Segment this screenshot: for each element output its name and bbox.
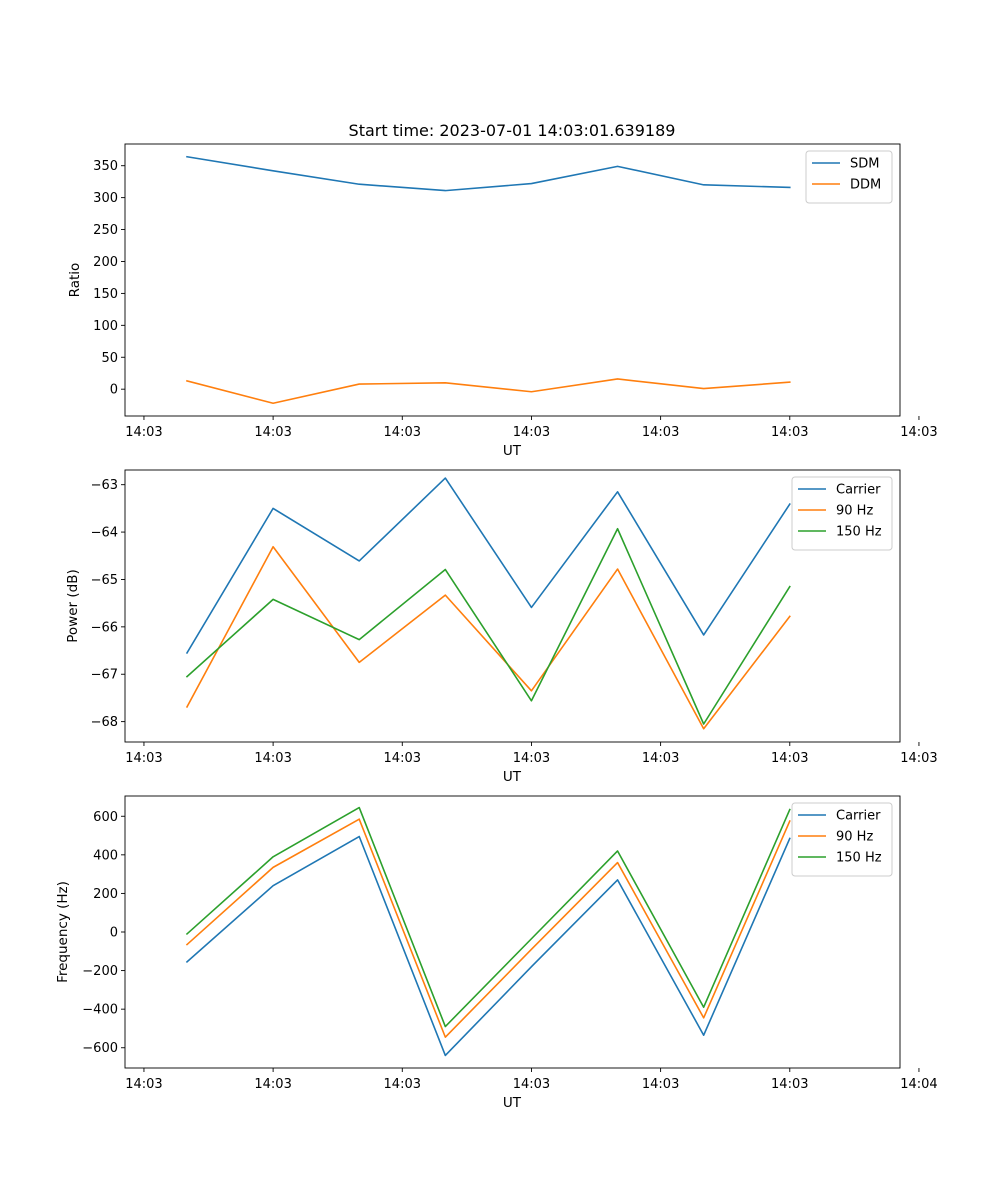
y-tick-label: −200 [82,964,118,979]
legend: Carrier 90 Hz 150 Hz [791,476,893,551]
x-tick-label: 14:03 [771,1077,808,1092]
x-tick-label: 14:03 [642,425,679,440]
x-tick-label: 14:03 [642,751,679,766]
y-tick-label: −400 [82,1003,118,1018]
y-tick-label: 0 [110,383,118,398]
x-tick-label: 14:03 [254,425,291,440]
x-tick-label: 14:03 [254,751,291,766]
y-tick-label: 600 [93,810,118,825]
y-tick-label: −67 [91,668,118,683]
y-tick-label: −63 [91,478,118,493]
chart-title: Start time: 2023-07-01 14:03:01.639189 [349,121,676,140]
legend-label: 90 Hz [836,830,873,845]
y-tick-label: −64 [91,526,118,541]
x-tick-label: 14:03 [642,1077,679,1092]
axes-frame [124,469,901,743]
y-tick-label: −66 [91,620,118,635]
x-axis-label: UT [503,443,522,459]
x-tick-label: 14:03 [900,751,937,766]
x-tick-label: 14:03 [513,751,550,766]
x-tick-label: 14:03 [125,425,162,440]
y-axis-label: Power (dB) [65,569,81,642]
legend-label: 90 Hz [836,504,873,519]
legend-box [805,150,893,204]
legend-label: Carrier [836,809,881,824]
legend-label: DDM [850,178,881,193]
y-tick-label: 50 [101,351,118,366]
series-group [185,477,791,730]
x-tick-label: 14:03 [384,751,421,766]
chart-panel-3: 14:03 14:03 14:03 14:03 14:03 14:03 14:04 −600 −… [55,795,938,1111]
y-tick-label: −65 [91,573,118,588]
y-tick-label: 100 [93,319,118,334]
x-tick-label: 14:03 [125,751,162,766]
y-tick-label: 200 [93,255,118,270]
x-tick-label: 14:03 [513,1077,550,1092]
series-line-ddm [186,378,791,405]
series-line-carrier [185,477,791,655]
legend-label: 150 Hz [836,525,882,540]
legend: SDM DDM [805,150,893,204]
y-tick-label: −600 [82,1041,118,1056]
x-axis-label: UT [503,769,522,785]
series-line-90-hz [185,545,791,730]
y-tick-label: 0 [110,926,118,941]
y-tick-label: 150 [93,287,118,302]
x-tick-label: 14:03 [254,1077,291,1092]
series-line-90-hz [185,818,791,1038]
x-tick-label: 14:03 [513,425,550,440]
legend: Carrier 90 Hz 150 Hz [791,802,893,877]
y-axis-label: Ratio [67,263,83,298]
x-tick-label: 14:03 [771,751,808,766]
series-line-150-hz [185,527,791,725]
y-tick-label: 200 [93,887,118,902]
x-tick-label: 14:03 [384,1077,421,1092]
y-tick-label: 300 [93,191,118,206]
legend-label: SDM [850,157,879,172]
y-axis-label: Frequency (Hz) [55,881,71,983]
x-tick-label: 14:04 [900,1077,937,1092]
x-tick-label: 14:03 [384,425,421,440]
chart-panels: 14:03 14:03 14:03 14:03 14:03 14:03 14:03 0 50 10… [55,143,938,1111]
x-tick-label: 14:03 [900,425,937,440]
legend-label: Carrier [836,483,881,498]
series-group [185,806,791,1057]
y-tick-label: 350 [93,159,118,174]
series-line-150-hz [185,806,791,1028]
axes-frame [124,143,901,417]
chart-panel-1: 14:03 14:03 14:03 14:03 14:03 14:03 14:03 0 50 10… [67,143,938,459]
x-axis-label: UT [503,1095,522,1111]
x-tick-label: 14:03 [125,1077,162,1092]
chart-panel-2: 14:03 14:03 14:03 14:03 14:03 14:03 14:03 −68 −6… [65,469,938,785]
y-tick-label: 400 [93,848,118,863]
series-line-sdm [186,155,791,192]
x-tick-label: 14:03 [771,425,808,440]
y-tick-label: −68 [91,715,118,730]
legend-label: 150 Hz [836,851,882,866]
series-group [186,155,791,405]
series-line-carrier [185,835,791,1057]
y-tick-label: 250 [93,223,118,238]
